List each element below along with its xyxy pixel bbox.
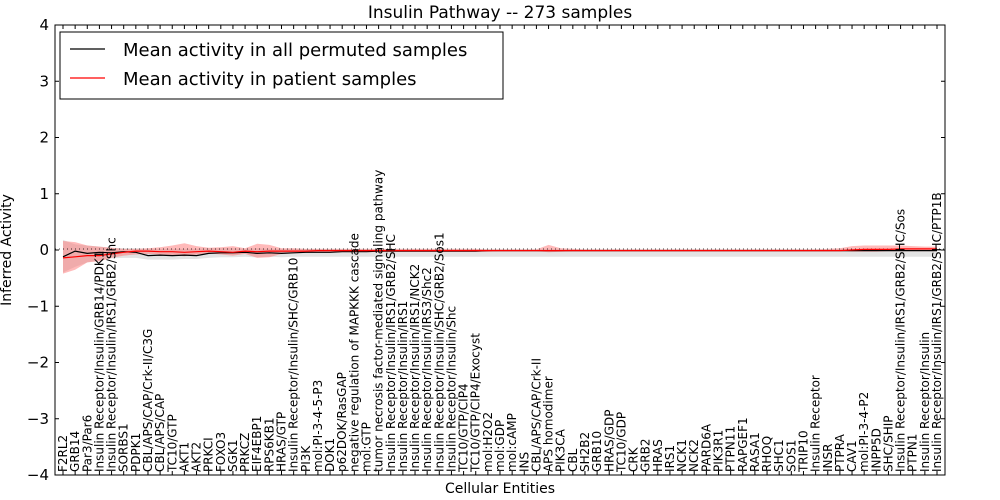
y-tick-label: 4 [39,16,49,34]
band-patient [63,241,937,274]
x-tick-label: NCK2 [687,439,701,472]
x-tick-label: AKT1 [177,442,191,472]
y-tick-label: −2 [27,354,49,372]
x-tick-label: Insulin Receptor/Insulin/IRS1/GRB2/SHC [384,234,398,472]
x-tick-label: HRAS/GTP [275,412,289,472]
x-tick-label: SGK1 [226,440,240,472]
legend-label-patient: Mean activity in patient samples [123,69,417,90]
x-tick-label: TRIP10 [797,430,811,473]
x-tick-label: PTPN1 [906,434,920,472]
chart-title: Insulin Pathway -- 273 samples [368,3,633,23]
y-tick-label: 2 [39,129,49,147]
x-tick-label: CBL/APS/CAP/Crk-II/C3G [141,329,155,472]
y-axis-label: Inferred Activity [0,194,15,306]
band-permuted [63,239,937,273]
series-lines [62,248,937,259]
x-tick-label: Insulin Receptor/Insulin/GRB14/PDK1 [92,251,106,472]
x-tick-label: PRKCI [202,437,216,472]
x-tick-label: GRB2 [639,439,653,473]
x-tick-label: FOXO3 [214,432,228,472]
x-tick-label: DOK1 [323,438,337,472]
x-tick-label: RHOQ [760,436,774,472]
x-tick-label: AKT2 [190,442,204,472]
x-tick-label: TC10/GDP [614,412,628,473]
x-tick-label: mol:PI-3-4-5-P3 [311,380,325,472]
x-tick-label: INPP5D [869,428,883,472]
x-tick-label: mol:GTP [360,422,374,472]
x-tick-label: PDPK1 [129,433,143,472]
x-tick-label: SH2B2 [578,432,592,472]
x-tick-label: RASA1 [748,432,762,472]
x-tick-label: tumor necrosis factor-mediated signaling… [372,170,386,472]
x-tick-label: Insulin Receptor/Insulin [918,332,932,472]
x-axis-label: Cellular Entities [445,481,555,497]
x-tick-label: Insulin Receptor/Insulin/SHC/GRB10 [287,258,301,472]
x-tick-label: PIK3R1 [712,430,726,472]
y-tick-label: −1 [27,297,49,315]
x-tick-label: HRAS/GDP [602,410,616,473]
y-axis-ticks: −4 −3 −2 −1 0 1 2 3 4 [27,16,945,484]
x-tick-label: Insulin Receptor/Insulin/IRS1/GRB2/SHC/S… [894,209,908,472]
x-tick-label: PARD6A [699,423,713,472]
x-tick-label: NCK1 [675,439,689,472]
x-tick-label: PTPRA [833,433,847,472]
confidence-bands [63,239,937,274]
x-tick-label: IRS1 [663,445,677,472]
x-tick-label: TC10/GTP [165,414,179,473]
x-tick-label: mol:H2O2 [481,412,495,472]
y-tick-label: −3 [27,410,49,428]
x-tick-label: SORBS1 [117,423,131,472]
x-tick-label: GRB10 [590,431,604,472]
x-tick-label: SHC/SHIP [881,415,895,471]
x-tick-label: Insulin Receptor/Insulin/IRS1 [396,301,410,472]
legend-frame [59,31,504,100]
x-tick-label: Par3/Par6 [80,415,94,472]
x-tick-label: mol:GDP [493,420,507,472]
x-tick-label: PIK3CA [554,428,568,472]
x-tick-label: TC10/GTP/CIP4/Exocyst [469,333,483,473]
y-tick-label: 1 [39,185,49,203]
legend: Mean activity in all permuted samples Me… [59,31,504,100]
legend-label-permuted: Mean activity in all permuted samples [123,40,467,61]
x-tick-label: PRKCZ [238,433,252,472]
x-tick-label: CRK [627,446,641,472]
x-tick-label: Insulin Receptor/Insulin/SHC/GRB2/Sos1 [432,232,446,472]
x-tick-label: CBL/APS/CAP [153,394,167,472]
x-tick-label: SOS1 [784,440,798,472]
x-tick-label: RAPGEF1 [736,417,750,472]
x-tick-label: PI3K [299,445,313,472]
x-tick-label: Insulin Receptor [809,375,823,472]
x-tick-label: APS homodimer [542,376,556,472]
x-tick-label: TC10/GTP/CIP4 [457,383,471,473]
x-tick-label: CBL [566,448,580,472]
y-tick-label: 0 [39,241,49,259]
x-tick-label: RPS6KB1 [262,417,276,472]
x-tick-label: Insulin Receptor/Insulin/IRS1/GRB2/Shc [105,237,119,472]
x-tick-label: Insulin Receptor/Insulin/IRS1/NCK2 [408,264,422,472]
x-tick-label: Insulin Receptor/Insulin/IRS3/Shc2 [420,267,434,472]
x-tick-label: negative regulation of MAPKKK cascade [347,233,361,472]
x-tick-label: p62DOK/RasGAP [335,372,349,472]
x-tick-label: mol:PI-3-4-P2 [857,392,871,472]
x-tick-label: CBL/APS/CAP/Crk-II [529,358,543,472]
x-tick-label: GRB14 [68,431,82,472]
series-line-patient [62,248,937,259]
x-tick-label: CAV1 [845,440,859,472]
x-tick-label: INSR [821,444,835,472]
x-tick-label: Insulin Receptor/Insulin/Shc [444,306,458,472]
x-tick-label: HRAS [651,439,665,472]
x-tick-label: EIF4EBP1 [250,416,264,472]
y-tick-label: −4 [27,466,49,484]
x-tick-label: SHC1 [772,439,786,472]
x-tick-label: F2RL2 [56,435,70,472]
x-tick-label: PTPN11 [724,426,738,472]
x-tick-label: Insulin Receptor/Insulin/IRS1/GRB2/SHC/P… [930,192,944,472]
x-tick-label: mol:cAMP [505,413,519,472]
x-tick-label: INS [517,452,531,472]
y-tick-label: 3 [39,72,49,90]
